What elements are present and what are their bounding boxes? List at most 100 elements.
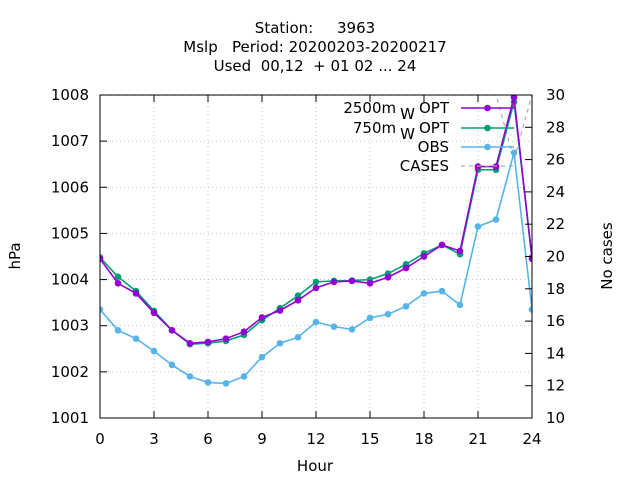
y-tick-label: 1006 — [51, 178, 89, 196]
x-tick-label: 6 — [203, 430, 213, 448]
data-point-obs — [402, 303, 410, 310]
y2-tick-label: 22 — [546, 215, 565, 233]
x-tick-label: 15 — [360, 430, 379, 448]
data-point-obs — [330, 323, 338, 330]
y2-tick-label: 12 — [546, 377, 565, 395]
legend-label-cases: CASES — [400, 157, 449, 175]
legend-marker-obs — [484, 143, 491, 151]
series-line-2500m — [100, 97, 532, 345]
y-tick-label: 1001 — [51, 409, 89, 427]
x-axis-label: Hour — [297, 457, 334, 475]
data-point-2500m — [100, 255, 104, 263]
data-point-2500m — [294, 297, 302, 304]
legend-suffix-750m: OPT — [419, 119, 450, 137]
y-tick-label: 1002 — [51, 363, 89, 381]
legend-name-750m: 750m — [353, 119, 396, 137]
data-point-obs — [114, 327, 122, 334]
x-tick-label: 9 — [257, 430, 267, 448]
title-line-2: Mslp Period: 20200203-20200217 — [183, 38, 446, 56]
y2-axis-label: No cases — [598, 222, 616, 290]
y2-tick-label: 26 — [546, 151, 565, 169]
data-point-2500m — [132, 290, 140, 297]
data-point-2500m — [528, 255, 532, 263]
legend-label-750m: 750m W OPT — [353, 119, 450, 143]
legend-label-2500m: 2500m W OPT — [343, 99, 449, 123]
y-axis-label: hPa — [6, 242, 24, 269]
data-point-2500m — [150, 309, 158, 317]
x-tick-label: 21 — [468, 430, 487, 448]
data-point-obs — [348, 326, 356, 333]
data-point-2500m — [330, 278, 338, 286]
data-point-obs — [474, 223, 482, 230]
data-point-obs — [168, 361, 176, 369]
data-point-obs — [420, 290, 428, 297]
legend-name-cases: CASES — [400, 157, 449, 175]
data-point-2500m — [258, 314, 266, 321]
title-line-3: Used 00,12 + 01 02 ... 24 — [214, 57, 417, 75]
data-point-obs — [294, 333, 302, 341]
data-point-750m — [294, 292, 302, 300]
data-point-obs — [150, 347, 158, 355]
axis-ticks: 0 3 6 9 12 15 18 21 24 1001 1002 1003 1004 1005 1006 10… — [51, 86, 565, 448]
y2-tick-label: 18 — [546, 280, 565, 298]
data-point-obs — [204, 379, 212, 386]
data-point-750m — [114, 273, 122, 281]
y2-tick-label: 30 — [546, 86, 565, 104]
data-point-obs — [366, 314, 374, 322]
data-point-2500m — [348, 277, 356, 285]
legend-marker-2500m — [484, 104, 491, 112]
legend-name-obs: OBS — [418, 138, 449, 156]
data-point-obs — [438, 287, 446, 295]
data-point-2500m — [276, 307, 284, 314]
y2-tick-label: 10 — [546, 409, 565, 427]
data-point-obs — [186, 373, 194, 380]
x-tick-label: 0 — [95, 430, 105, 448]
data-point-obs — [456, 301, 464, 309]
series-lines — [100, 95, 532, 387]
legend-marker-750m — [484, 124, 491, 132]
grid-lines — [99, 94, 533, 419]
data-point-obs — [100, 306, 104, 313]
data-point-obs — [510, 149, 518, 156]
data-point-obs — [528, 306, 532, 313]
x-tick-label: 3 — [149, 430, 159, 448]
data-point-2500m — [420, 253, 428, 260]
y-tick-label: 1008 — [51, 86, 89, 104]
y2-tick-label: 28 — [546, 118, 565, 136]
x-tick-label: 12 — [306, 430, 325, 448]
data-point-2500m — [312, 284, 320, 292]
data-point-obs — [384, 310, 392, 318]
data-point-2500m — [222, 335, 230, 342]
data-point-2500m — [168, 327, 176, 334]
legend-label-obs: OBS — [418, 138, 449, 156]
data-point-obs — [258, 353, 266, 361]
chart-title: Station: 3963 Mslp Period: 20200203-2020… — [183, 19, 446, 75]
y-tick-label: 1003 — [51, 317, 89, 335]
data-point-2500m — [204, 338, 212, 346]
y-tick-label: 1004 — [51, 271, 89, 289]
data-point-obs — [240, 373, 248, 380]
data-point-2500m — [366, 279, 374, 287]
legend-sub-2500m: W — [400, 105, 415, 123]
series-2500m — [100, 95, 532, 347]
y2-tick-label: 14 — [546, 344, 565, 362]
data-point-2500m — [456, 247, 464, 255]
legend-suffix-2500m: OPT — [419, 99, 450, 117]
data-point-2500m — [240, 328, 248, 336]
data-point-2500m — [384, 273, 392, 281]
legend-name-2500m: 2500m — [343, 99, 396, 117]
legend-sub-750m: W — [400, 125, 415, 143]
data-point-2500m — [114, 279, 122, 287]
x-tick-label: 24 — [522, 430, 541, 448]
data-point-2500m — [402, 264, 410, 272]
y-tick-label: 1007 — [51, 132, 89, 150]
y2-tick-label: 16 — [546, 312, 565, 330]
y2-tick-label: 24 — [546, 183, 565, 201]
data-point-obs — [312, 318, 320, 326]
y-tick-label: 1005 — [51, 224, 89, 242]
plot-area: 0 3 6 9 12 15 18 21 24 1001 1002 1003 1004 1005 1006 10… — [51, 86, 565, 448]
y2-tick-label: 20 — [546, 248, 565, 266]
x-tick-label: 18 — [414, 430, 433, 448]
